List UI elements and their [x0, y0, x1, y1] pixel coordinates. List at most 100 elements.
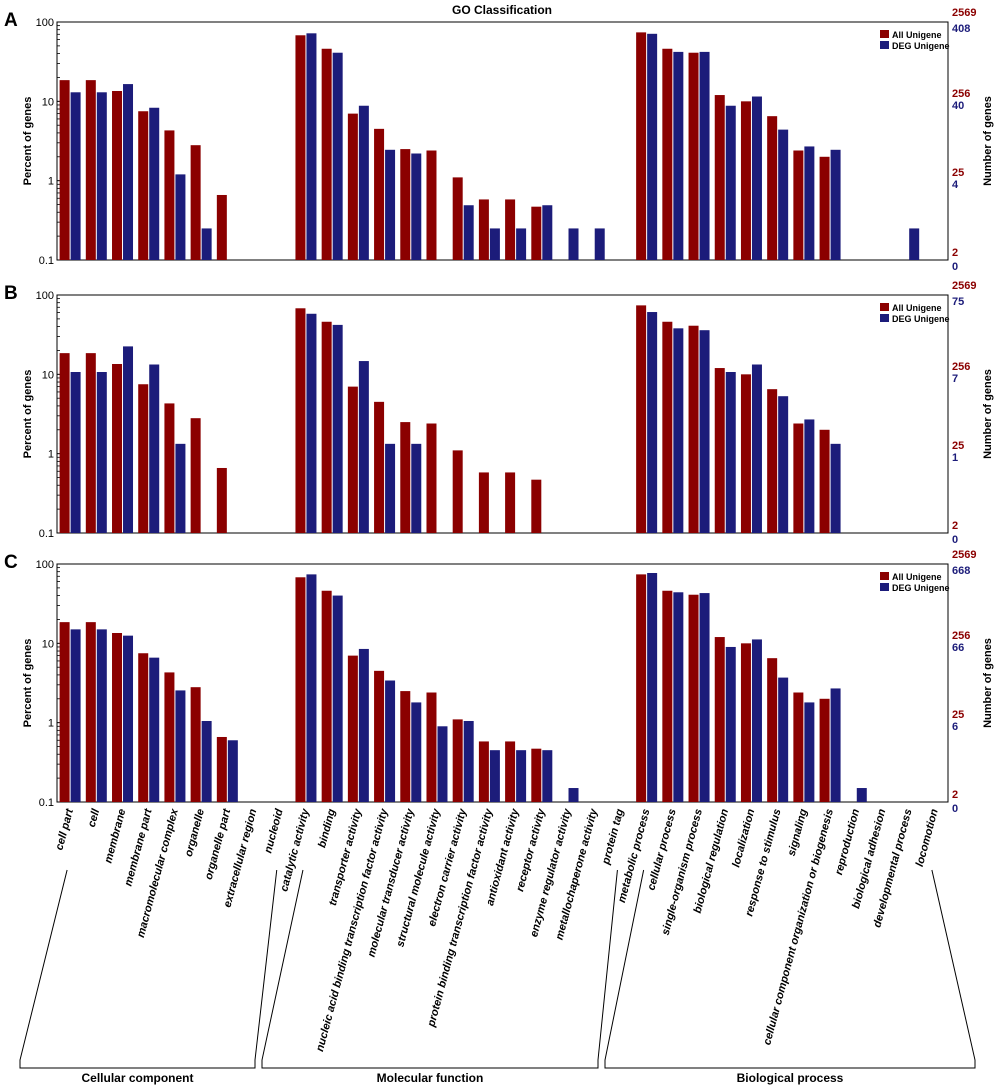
- right-tick-label-deg: 40: [952, 100, 964, 112]
- y-tick-label: 100: [36, 559, 54, 571]
- right-tick-label-all: 2569: [952, 549, 976, 561]
- bar-deg-unigene: [306, 574, 317, 802]
- bar-deg-unigene: [201, 720, 212, 802]
- bar-deg-unigene: [568, 788, 579, 802]
- bar-all-unigene: [426, 692, 437, 802]
- y-axis-label: Percent of genes: [22, 97, 34, 186]
- y-tick-label: 10: [42, 369, 54, 381]
- right-tick-label-all: 256: [952, 630, 970, 642]
- bar-deg-unigene: [725, 105, 736, 261]
- bar-deg-unigene: [227, 740, 238, 802]
- right-tick-label-deg: 66: [952, 642, 964, 654]
- right-tick-label-all: 256: [952, 361, 970, 373]
- bar-all-unigene: [531, 479, 542, 533]
- bar-deg-unigene: [673, 328, 684, 533]
- bar-all-unigene: [164, 403, 175, 533]
- bar-deg-unigene: [463, 720, 474, 802]
- figure-title: GO Classification: [452, 3, 552, 17]
- bar-all-unigene: [112, 90, 123, 260]
- bar-deg-unigene: [96, 372, 107, 533]
- bar-deg-unigene: [385, 149, 396, 260]
- bar-deg-unigene: [699, 593, 710, 802]
- bar-deg-unigene: [489, 228, 500, 260]
- bar-all-unigene: [347, 113, 358, 260]
- legend-label: All Unigene: [892, 303, 942, 313]
- category-label: reproduction: [833, 807, 862, 876]
- bar-deg-unigene: [725, 646, 736, 802]
- bar-all-unigene: [321, 590, 332, 802]
- bar-all-unigene: [714, 368, 725, 533]
- bar-all-unigene: [138, 384, 149, 533]
- bar-deg-unigene: [306, 313, 317, 533]
- bar-all-unigene: [85, 622, 96, 802]
- right-tick-label-deg: 6: [952, 721, 958, 733]
- right-tick-label-all: 2569: [952, 7, 976, 19]
- bar-deg-unigene: [385, 680, 396, 802]
- bar-all-unigene: [478, 741, 489, 802]
- bar-all-unigene: [793, 150, 804, 260]
- right-tick-label-deg: 4: [952, 179, 959, 191]
- y2-axis-label: Number of genes: [982, 369, 994, 459]
- bar-deg-unigene: [175, 174, 186, 260]
- bar-all-unigene: [452, 719, 463, 802]
- right-tick-label-all: 2569: [952, 280, 976, 292]
- bar-all-unigene: [714, 95, 725, 260]
- plot-frame: [56, 21, 949, 261]
- bar-all-unigene: [662, 48, 673, 260]
- bar-deg-unigene: [463, 205, 474, 260]
- bar-deg-unigene: [830, 149, 841, 260]
- bar-all-unigene: [400, 422, 411, 533]
- bar-deg-unigene: [358, 105, 369, 261]
- bar-all-unigene: [164, 672, 175, 802]
- bar-deg-unigene: [673, 592, 684, 802]
- bar-deg-unigene: [332, 595, 343, 802]
- right-tick-label-all: 25: [952, 440, 964, 452]
- group-bracket: [19, 869, 278, 1069]
- bar-deg-unigene: [647, 33, 658, 260]
- y-tick-label: 1: [48, 449, 54, 461]
- bar-all-unigene: [374, 670, 385, 802]
- group-label: Molecular function: [377, 1071, 484, 1085]
- legend-swatch: [880, 314, 889, 322]
- right-tick-label-deg: 0: [952, 534, 958, 546]
- category-label: nucleoid: [262, 807, 285, 854]
- bar-all-unigene: [505, 199, 516, 260]
- bar-all-unigene: [216, 194, 227, 260]
- bar-deg-unigene: [647, 312, 658, 533]
- y-tick-label: 10: [42, 96, 54, 108]
- category-label: membrane: [102, 808, 128, 865]
- right-tick-label-all: 25: [952, 709, 964, 721]
- legend-label: DEG Unigene: [892, 41, 950, 51]
- bar-deg-unigene: [751, 364, 762, 533]
- bar-deg-unigene: [725, 372, 736, 533]
- bar-all-unigene: [85, 80, 96, 260]
- bar-deg-unigene: [909, 228, 920, 260]
- bar-deg-unigene: [830, 688, 841, 802]
- group-label: Biological process: [737, 1071, 844, 1085]
- bar-deg-unigene: [751, 96, 762, 260]
- y-tick-label: 1: [48, 176, 54, 188]
- bar-all-unigene: [819, 156, 830, 260]
- y-tick-label: 10: [42, 638, 54, 650]
- bar-deg-unigene: [804, 146, 815, 260]
- bar-all-unigene: [688, 325, 699, 533]
- group-bracket: [261, 869, 618, 1069]
- bar-deg-unigene: [149, 107, 160, 260]
- bar-deg-unigene: [411, 153, 422, 260]
- right-tick-label-deg: 1: [952, 452, 958, 464]
- category-label: organelle: [183, 808, 207, 858]
- plot-frame: [56, 563, 949, 803]
- bar-all-unigene: [452, 450, 463, 533]
- bar-all-unigene: [767, 658, 778, 802]
- bar-all-unigene: [662, 590, 673, 802]
- bar-deg-unigene: [70, 629, 81, 802]
- bar-deg-unigene: [123, 84, 134, 260]
- bar-deg-unigene: [332, 52, 343, 260]
- bar-deg-unigene: [699, 330, 710, 533]
- bar-all-unigene: [59, 622, 70, 802]
- bar-all-unigene: [636, 574, 647, 802]
- right-tick-label-deg: 0: [952, 803, 958, 815]
